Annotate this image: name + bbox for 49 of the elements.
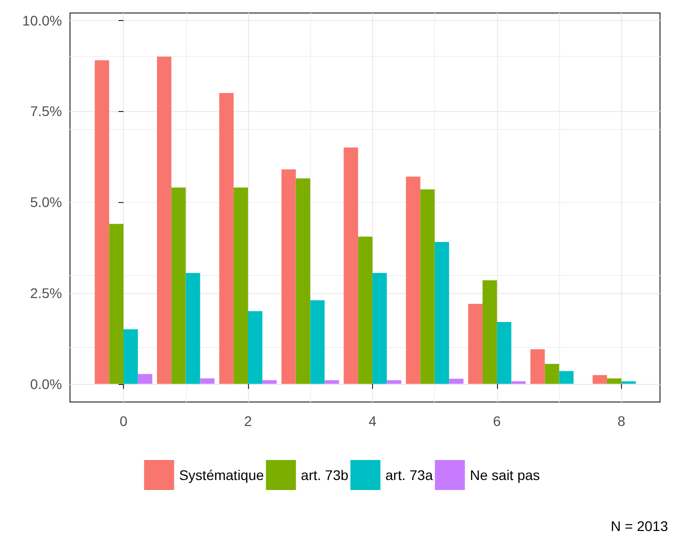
- legend-label: art. 73a: [385, 467, 434, 483]
- bar: [171, 188, 186, 384]
- x-tick-label: 6: [493, 413, 502, 429]
- bar: [468, 304, 483, 384]
- bar: [592, 375, 608, 384]
- bar: [310, 300, 325, 384]
- y-tick-label: 5.0%: [30, 194, 62, 210]
- bar: [358, 236, 372, 384]
- bar: [200, 378, 215, 384]
- bar: [262, 380, 277, 384]
- bar: [496, 322, 512, 384]
- bar: [607, 378, 622, 384]
- bar: [186, 272, 200, 384]
- legend-label: Systématique: [179, 467, 264, 483]
- legend-label: art. 73b: [300, 467, 349, 483]
- legend-label: Ne sait pas: [470, 467, 540, 483]
- bar: [511, 381, 526, 384]
- bar: [420, 189, 435, 384]
- bar: [124, 329, 138, 384]
- x-tick-label: 0: [120, 413, 128, 429]
- bar: [281, 169, 296, 384]
- bar: [406, 176, 420, 384]
- bar: [559, 371, 574, 384]
- x-tick-label: 4: [368, 413, 377, 429]
- y-tick-label: 0.0%: [30, 376, 62, 392]
- bar: [324, 380, 339, 384]
- y-tick-label: 10.0%: [22, 12, 62, 28]
- bar: [138, 374, 152, 384]
- bar: [296, 178, 310, 384]
- text: N = 2013: [610, 518, 668, 534]
- y-tick-label: 2.5%: [30, 284, 62, 301]
- bar: [530, 349, 545, 384]
- bar: [372, 272, 387, 384]
- bar: [234, 188, 248, 384]
- bar: [344, 148, 358, 384]
- bar: [449, 378, 464, 384]
- bar: [109, 224, 124, 384]
- bar: [434, 242, 450, 384]
- bar: [544, 364, 560, 384]
- bar: [219, 92, 234, 384]
- bar: [621, 381, 636, 384]
- y-tick-label: 7.5%: [30, 103, 62, 120]
- bar: [386, 380, 402, 384]
- x-tick-label: 8: [618, 413, 626, 429]
- bar: [156, 56, 172, 384]
- bar: [482, 280, 497, 384]
- x-tick-label: 2: [244, 413, 252, 429]
- bar: [94, 60, 110, 384]
- bar: [248, 311, 262, 384]
